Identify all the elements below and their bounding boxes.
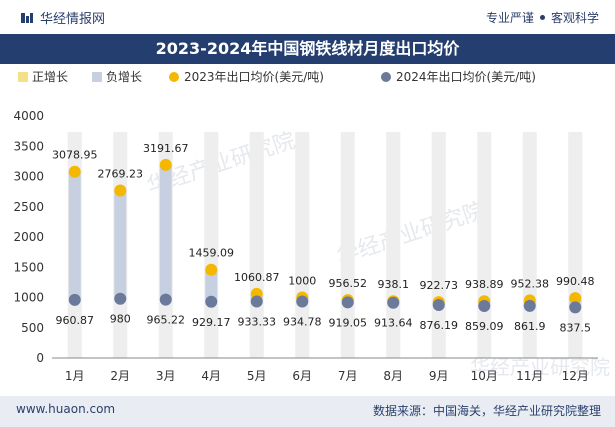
footer-bar bbox=[0, 396, 615, 427]
separator-dot-icon bbox=[539, 15, 545, 20]
x-tick-label: 11月 bbox=[516, 369, 543, 383]
value-label-2023: 938.1 bbox=[378, 278, 410, 291]
x-tick-label: 4月 bbox=[201, 369, 221, 383]
point-2023 bbox=[114, 184, 127, 197]
x-tick-label: 7月 bbox=[338, 369, 358, 383]
x-tick-label: 8月 bbox=[383, 369, 403, 383]
value-labels: 3078.95 960.87 2769.23 980 3191.67 965.22 1459… bbox=[52, 142, 595, 334]
title-bar bbox=[0, 34, 615, 64]
change-bar bbox=[159, 164, 172, 300]
header-tags: 专业严谨 客观科学 bbox=[486, 9, 599, 26]
brand: 华经情报网 bbox=[20, 8, 105, 27]
point-2024 bbox=[114, 292, 127, 305]
value-label-2023: 956.52 bbox=[329, 277, 368, 290]
point-2024 bbox=[205, 295, 218, 308]
top-bar: 华经情报网 专业严谨 客观科学 bbox=[0, 0, 615, 34]
legend: 正增长 负增长 2023年出口均价(美元/吨) 2024年出口均价(美元/吨) bbox=[18, 70, 536, 84]
y-tick-label: 3500 bbox=[13, 139, 44, 153]
value-label-2024: 859.09 bbox=[465, 320, 504, 333]
y-tick-label: 0 bbox=[36, 351, 44, 365]
value-label-2023: 990.48 bbox=[556, 275, 595, 288]
point-2024 bbox=[523, 299, 536, 312]
value-label-2023: 922.73 bbox=[420, 279, 459, 292]
point-2023 bbox=[569, 292, 582, 305]
value-label-2024: 933.33 bbox=[238, 316, 277, 329]
value-label-2023: 1000 bbox=[288, 275, 316, 288]
value-label-2024: 913.64 bbox=[374, 317, 413, 330]
chart-title: 2023-2024年中国钢铁线材月度出口均价 bbox=[155, 39, 460, 58]
point-2024 bbox=[341, 296, 354, 309]
x-tick-label: 9月 bbox=[429, 369, 449, 383]
value-label-2024: 861.9 bbox=[514, 320, 546, 333]
y-axis: 0 500 1000 1500 2000 2500 3000 3500 4000 bbox=[13, 109, 44, 365]
value-label-2024: 960.87 bbox=[56, 314, 95, 327]
legend-label-2024: 2024年出口均价(美元/吨) bbox=[396, 70, 536, 84]
change-bars bbox=[68, 164, 582, 308]
x-tick-label: 10月 bbox=[471, 369, 498, 383]
value-label-2023: 952.38 bbox=[511, 277, 550, 290]
point-2024 bbox=[159, 293, 172, 306]
brand-name: 华经情报网 bbox=[40, 12, 106, 27]
change-bar bbox=[205, 269, 218, 302]
x-tick-label: 12月 bbox=[562, 369, 589, 383]
point-2024 bbox=[432, 298, 445, 311]
value-label-2024: 876.19 bbox=[420, 319, 459, 332]
value-label-2024: 919.05 bbox=[329, 316, 368, 329]
point-2023 bbox=[205, 263, 218, 276]
point-2024 bbox=[478, 300, 491, 313]
point-2024 bbox=[569, 301, 582, 314]
point-2024 bbox=[387, 296, 400, 309]
value-label-2024: 929.17 bbox=[192, 316, 231, 329]
logo-icon bbox=[21, 12, 33, 23]
legend-marker-2024 bbox=[381, 72, 391, 82]
watermark-text-2: 华经产业研究院 bbox=[334, 198, 488, 269]
legend-label-negative: 负增长 bbox=[106, 70, 142, 84]
tag-professional: 专业严谨 bbox=[485, 11, 534, 25]
value-label-2024: 934.78 bbox=[283, 315, 322, 328]
watermark-text-3: 华经产业研究院 bbox=[470, 355, 610, 379]
point-2024 bbox=[296, 295, 309, 308]
point-2023 bbox=[68, 165, 81, 178]
value-label-2024: 837.5 bbox=[560, 321, 592, 334]
change-bar bbox=[68, 171, 81, 300]
x-tick-label: 5月 bbox=[247, 369, 267, 383]
x-tick-label: 1月 bbox=[65, 369, 85, 383]
x-tick-label: 2月 bbox=[110, 369, 130, 383]
point-2024 bbox=[68, 293, 81, 306]
value-label-2023: 938.89 bbox=[465, 278, 504, 291]
legend-marker-positive bbox=[18, 72, 28, 82]
legend-label-2023: 2023年出口均价(美元/吨) bbox=[184, 70, 324, 84]
value-label-2023: 3191.67 bbox=[143, 142, 189, 155]
value-label-2024: 965.22 bbox=[147, 314, 186, 327]
footer-website: www.huaon.com bbox=[16, 402, 116, 416]
y-tick-label: 4000 bbox=[13, 109, 44, 123]
footer-source: 数据来源：中国海关，华经产业研究院整理 bbox=[372, 404, 601, 418]
legend-marker-2023 bbox=[169, 72, 179, 82]
y-tick-label: 1500 bbox=[13, 260, 44, 274]
change-bar bbox=[114, 190, 127, 299]
value-label-2023: 3078.95 bbox=[52, 149, 98, 162]
chart: 正增长 负增长 2023年出口均价(美元/吨) 2024年出口均价(美元/吨) … bbox=[13, 70, 610, 383]
value-label-2023: 1459.09 bbox=[189, 247, 235, 260]
value-label-2024: 980 bbox=[110, 313, 131, 326]
tag-objective: 客观科学 bbox=[550, 11, 599, 25]
legend-marker-negative bbox=[92, 72, 102, 82]
x-axis: 1月 2月 3月 4月 5月 6月 7月 8月 9月 10月 11月 12月 bbox=[52, 357, 598, 383]
y-tick-label: 1000 bbox=[13, 291, 44, 305]
legend-label-positive: 正增长 bbox=[32, 70, 68, 84]
value-label-2023: 1060.87 bbox=[234, 271, 280, 284]
x-tick-label: 3月 bbox=[156, 369, 176, 383]
value-label-2023: 2769.23 bbox=[98, 167, 144, 180]
y-tick-label: 2500 bbox=[13, 200, 44, 214]
y-tick-label: 500 bbox=[21, 321, 44, 335]
background-bands bbox=[67, 132, 583, 358]
series-2024-points bbox=[68, 292, 582, 314]
point-2023 bbox=[159, 158, 172, 171]
y-tick-label: 2000 bbox=[13, 230, 44, 244]
point-2024 bbox=[250, 295, 263, 308]
x-tick-label: 6月 bbox=[292, 369, 312, 383]
y-tick-label: 3000 bbox=[13, 170, 44, 184]
